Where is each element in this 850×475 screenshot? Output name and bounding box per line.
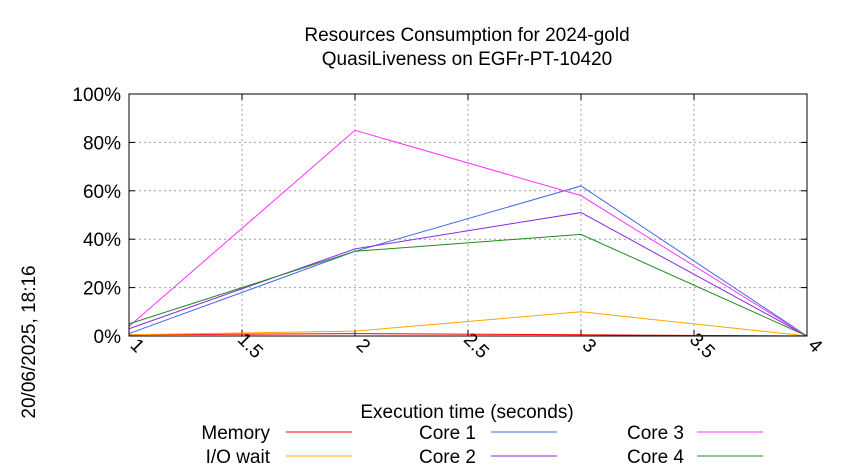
series-line-core-2 [128, 212, 808, 337]
x-tick-label: 2 [352, 335, 374, 357]
x-tick-label: 3.5 [685, 329, 719, 363]
chart-title-line-1: Resources Consumption for 2024-gold [304, 25, 629, 46]
x-tick-label: 3 [578, 335, 600, 357]
legend-label-core-1: Core 1 [419, 423, 476, 444]
legend-label-core-3: Core 3 [627, 423, 684, 444]
y-tick-label: 40% [83, 230, 121, 251]
grid [129, 94, 807, 336]
legend-label-core-2: Core 2 [419, 447, 476, 468]
series-line-memory [128, 333, 808, 337]
y-tick-label: 20% [83, 279, 121, 300]
series-line-core-1 [128, 185, 808, 337]
plot-frame [128, 93, 808, 337]
y-tick-label: 0% [94, 327, 122, 348]
series-line-i-o-wait [128, 311, 808, 337]
x-tick-label: 1 [126, 335, 148, 357]
timestamp: 20/06/2025, 18:16 [19, 265, 40, 418]
legend-label-i-o-wait: I/O wait [206, 447, 271, 468]
x-tick-label: 4 [804, 335, 827, 358]
legend: Memory I/O wait Core 1 Core 2 Core 3 Core 4 [201, 423, 763, 468]
y-tick-label: 80% [83, 133, 121, 154]
y-tick-label: 100% [72, 85, 121, 106]
x-axis-label: Execution time (seconds) [360, 402, 573, 423]
series-line-core-4 [128, 233, 808, 337]
series-line-core-3 [128, 129, 808, 337]
series-lines [128, 129, 808, 337]
legend-label-core-4: Core 4 [627, 447, 684, 468]
legend-label-memory: Memory [201, 423, 270, 444]
y-tick-label: 60% [83, 182, 121, 203]
chart-title-line-2: QuasiLiveness on EGFr-PT-10420 [322, 49, 612, 70]
